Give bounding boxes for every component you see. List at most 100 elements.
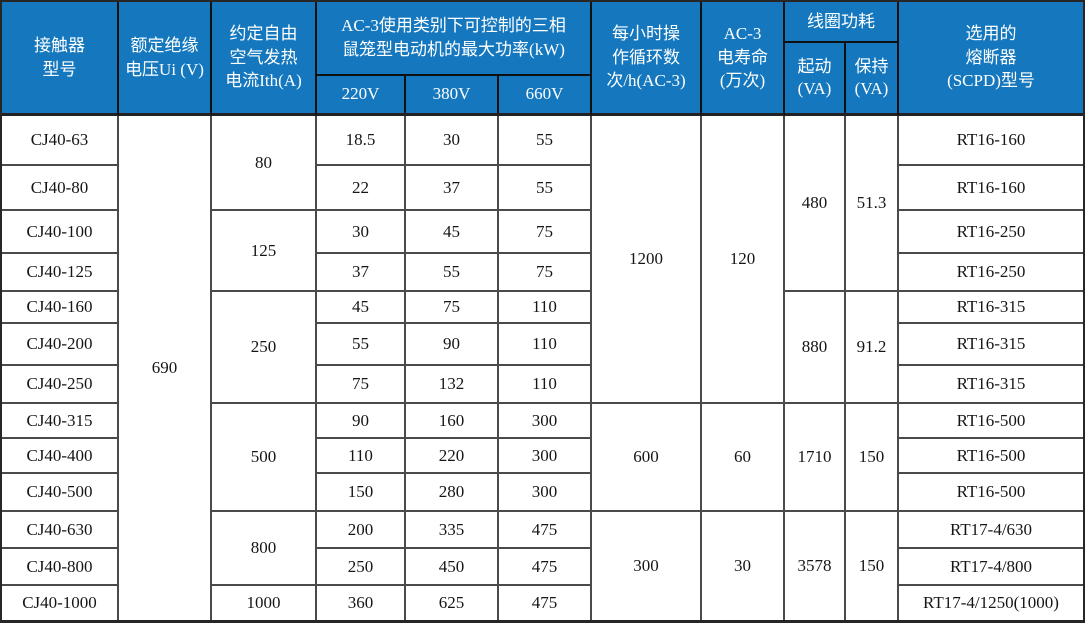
coil-start-cell: 3578 xyxy=(785,512,846,620)
model-cell: CJ40-100 xyxy=(2,211,119,254)
coil-hold-cell: 91.2 xyxy=(846,292,899,404)
power-660-cell: 110 xyxy=(499,366,592,404)
coil-start-cell: 880 xyxy=(785,292,846,404)
power-660-cell: 110 xyxy=(499,324,592,366)
power-220-cell: 75 xyxy=(317,366,406,404)
fuse-cell: RT16-160 xyxy=(899,166,1083,211)
power-380-cell: 160 xyxy=(406,404,499,439)
model-cell: CJ40-1000 xyxy=(2,586,119,620)
power-660-cell: 300 xyxy=(499,474,592,512)
power-380-cell: 132 xyxy=(406,366,499,404)
cycles-cell: 600 xyxy=(592,404,702,512)
thermal-current-cell: 500 xyxy=(212,404,317,512)
header-fuse: 选用的 熔断器 (SCPD)型号 xyxy=(899,2,1083,116)
power-220-cell: 110 xyxy=(317,439,406,474)
header-coil-subrow: 起动 (VA) 保持 (VA) xyxy=(785,43,897,113)
thermal-current-cell: 1000 xyxy=(212,586,317,620)
life-cell: 120 xyxy=(702,116,785,404)
fuse-cell: RT16-160 xyxy=(899,116,1083,166)
thermal-current-cell: 125 xyxy=(212,211,317,292)
power-380-cell: 625 xyxy=(406,586,499,620)
power-380-cell: 75 xyxy=(406,292,499,324)
power-220-cell: 150 xyxy=(317,474,406,512)
header-power-group-label: AC-3使用类别下可控制的三相 鼠笼型电动机的最大功率(kW) xyxy=(317,2,590,76)
header-thermal-current: 约定自由 空气发热 电流Ith(A) xyxy=(212,2,317,116)
fuse-cell: RT16-250 xyxy=(899,211,1083,254)
coil-start-cell: 480 xyxy=(785,116,846,292)
thermal-current-cell: 250 xyxy=(212,292,317,404)
model-cell: CJ40-63 xyxy=(2,116,119,166)
header-380v: 380V xyxy=(406,76,499,113)
power-220-cell: 45 xyxy=(317,292,406,324)
coil-start-cell: 1710 xyxy=(785,404,846,512)
power-660-cell: 475 xyxy=(499,512,592,549)
header-220v: 220V xyxy=(317,76,406,113)
header-660v: 660V xyxy=(525,84,564,104)
model-cell: CJ40-500 xyxy=(2,474,119,512)
power-220-cell: 200 xyxy=(317,512,406,549)
fuse-cell: RT16-500 xyxy=(899,474,1083,512)
power-220-cell: 22 xyxy=(317,166,406,211)
header-insulation-voltage: 额定绝缘 电压Ui (V) xyxy=(119,2,212,116)
header-coil-start: 起动 (VA) xyxy=(785,43,846,113)
power-220-cell: 360 xyxy=(317,586,406,620)
power-220-cell: 55 xyxy=(317,324,406,366)
header-model: 接触器 型号 xyxy=(2,2,119,116)
model-cell: CJ40-250 xyxy=(2,366,119,404)
model-cell: CJ40-125 xyxy=(2,254,119,292)
fuse-cell: RT16-315 xyxy=(899,324,1083,366)
coil-hold-cell: 51.3 xyxy=(846,116,899,292)
power-660-cell: 55 xyxy=(499,166,592,211)
life-cell: 30 xyxy=(702,512,785,620)
power-220-cell: 30 xyxy=(317,211,406,254)
fuse-cell: RT16-250 xyxy=(899,254,1083,292)
fuse-cell: RT16-315 xyxy=(899,366,1083,404)
fuse-cell: RT17-4/630 xyxy=(899,512,1083,549)
header-coil-group: 线圈功耗 起动 (VA) 保持 (VA) xyxy=(785,2,899,116)
fuse-cell: RT17-4/1250(1000) xyxy=(899,586,1083,620)
power-380-cell: 90 xyxy=(406,324,499,366)
header-power-subrow: 220V 380V 660V xyxy=(317,76,590,113)
power-660-cell: 475 xyxy=(499,586,592,620)
header-power-group: AC-3使用类别下可控制的三相 鼠笼型电动机的最大功率(kW) 220V 380… xyxy=(317,2,592,116)
power-660-cell: 110 xyxy=(499,292,592,324)
power-660-cell: 75 xyxy=(499,254,592,292)
model-cell: CJ40-80 xyxy=(2,166,119,211)
power-380-cell: 220 xyxy=(406,439,499,474)
fuse-cell: RT16-500 xyxy=(899,439,1083,474)
model-cell: CJ40-800 xyxy=(2,549,119,586)
power-220-cell: 90 xyxy=(317,404,406,439)
coil-hold-cell: 150 xyxy=(846,512,899,620)
power-380-cell: 30 xyxy=(406,116,499,166)
fuse-cell: RT16-500 xyxy=(899,404,1083,439)
header-cycles-per-hour: 每小时操 作循环数 次/h(AC-3) xyxy=(592,2,702,116)
power-220-cell: 18.5 xyxy=(317,116,406,166)
model-cell: CJ40-315 xyxy=(2,404,119,439)
model-cell: CJ40-630 xyxy=(2,512,119,549)
power-660-cell: 300 xyxy=(499,404,592,439)
power-220-cell: 37 xyxy=(317,254,406,292)
power-660-cell: 75 xyxy=(499,211,592,254)
model-cell: CJ40-400 xyxy=(2,439,119,474)
model-cell: CJ40-200 xyxy=(2,324,119,366)
header-coil-hold: 保持 (VA) xyxy=(854,56,889,98)
thermal-current-cell: 80 xyxy=(212,116,317,211)
power-380-cell: 55 xyxy=(406,254,499,292)
power-660-cell: 55 xyxy=(499,116,592,166)
cycles-cell: 1200 xyxy=(592,116,702,404)
coil-hold-cell: 150 xyxy=(846,404,899,512)
power-380-cell: 280 xyxy=(406,474,499,512)
power-660-cell: 475 xyxy=(499,549,592,586)
insulation-voltage-cell: 690 xyxy=(119,116,212,620)
power-380-cell: 335 xyxy=(406,512,499,549)
life-cell: 60 xyxy=(702,404,785,512)
cycles-cell: 300 xyxy=(592,512,702,620)
model-cell: CJ40-160 xyxy=(2,292,119,324)
header-electrical-life: AC-3 电寿命 (万次) xyxy=(702,2,785,116)
fuse-cell: RT16-315 xyxy=(899,292,1083,324)
power-660-cell: 300 xyxy=(499,439,592,474)
thermal-current-cell: 800 xyxy=(212,512,317,586)
power-380-cell: 45 xyxy=(406,211,499,254)
power-220-cell: 250 xyxy=(317,549,406,586)
